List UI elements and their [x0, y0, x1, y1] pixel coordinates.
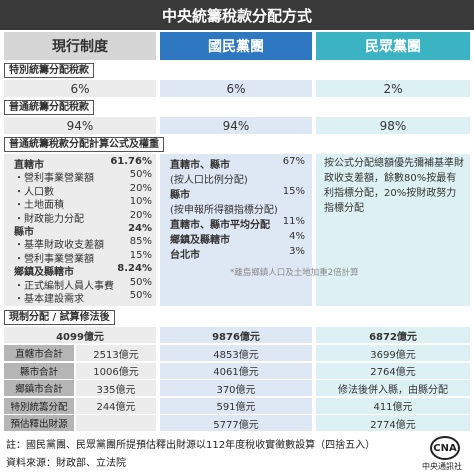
formula-item: 鄉鎮及縣轄市 [170, 235, 230, 246]
formula-weight: 50% [129, 276, 152, 288]
value-cell: 98% [316, 117, 470, 134]
formula-weight: 8.24% [117, 263, 152, 275]
formula-weight: 24% [128, 223, 152, 234]
formula-item: ・財政能力分配 [14, 213, 84, 225]
value-cell: 335億元 [76, 380, 156, 397]
formula-item: ・基準財政收支差額 [14, 240, 104, 252]
formula-item: 直轄市 [14, 160, 44, 171]
formula-weight: 50% [129, 169, 152, 181]
row-label: 預估釋出財源 [4, 415, 74, 432]
footer-note: 註：國民黨團、民眾黨團所提預估釋出財源以112年度稅收實徵數設算（四捨五入） [6, 440, 376, 451]
formula-cell [316, 154, 470, 306]
value-cell: 5777億元 [160, 415, 312, 432]
formula-cell [160, 154, 312, 306]
value-cell: 411億元 [316, 397, 470, 414]
formula-weight: 15% [282, 186, 305, 197]
formula-item: 直轄市、縣市平均分配 [170, 220, 270, 231]
formula-item: 縣市 [14, 227, 34, 238]
total-cell: 9876億元 [160, 327, 312, 343]
footer-source: 資料來源：財政部、立法院 [6, 458, 126, 469]
value-cell: 6% [4, 80, 156, 97]
column-header: 民眾黨團 [316, 32, 470, 60]
footnote: *離島鄉鎮人口及土地加重2倍計算 [230, 268, 359, 278]
value-cell: 1006億元 [76, 362, 156, 379]
formula-weight: 11% [282, 216, 305, 227]
section-label: 現制分配 / 試算修法後 [4, 310, 115, 325]
value-cell: 94% [160, 117, 312, 134]
total-cell: 4099億元 [4, 327, 156, 343]
formula-item: ・正式編制人員人事費 [14, 280, 114, 292]
title: 中央統籌稅款分配方式 [0, 0, 474, 30]
column-header: 現行制度 [4, 32, 156, 60]
value-cell: 2764億元 [316, 362, 470, 379]
section-label: 普通統籌稅款分配計算公式及權重 [4, 137, 164, 152]
value-cell: 2% [316, 80, 470, 97]
row-label: 直轄市合計 [4, 345, 74, 361]
value-cell: 370億元 [160, 380, 312, 397]
formula-item: ・人口數 [14, 186, 54, 198]
row-label: 縣市合計 [4, 362, 74, 379]
formula-weight: 20% [129, 182, 152, 194]
value-cell: 6% [160, 80, 312, 97]
formula-item: ・營利事業營業額 [14, 173, 94, 185]
formula-weight: 20% [129, 209, 152, 221]
publisher: 中央通訊社 [422, 462, 462, 471]
formula-weight: 15% [129, 249, 152, 261]
value-cell: 4853億元 [160, 345, 312, 361]
section-label: 特別統籌分配稅款 [4, 63, 94, 78]
formula-item: ・營利事業營業額 [14, 253, 94, 265]
formula-item: 台北市 [170, 250, 200, 261]
formula-text: 按公式分配總額優先彌補基準財政收支差額，餘數80%按最有利指標分配，20%按財政… [324, 158, 464, 214]
row-label: 特別統籌分配 [4, 397, 74, 414]
formula-weight: 61.76% [110, 156, 152, 167]
section-label: 普通統籌分配稅款 [4, 100, 94, 115]
formula-item: (按申報所得額指標分配) [170, 205, 278, 216]
value-cell: 3699億元 [316, 345, 470, 361]
value-cell: 591億元 [160, 397, 312, 414]
formula-item: 直轄市、縣市 [170, 160, 230, 171]
formula-weight: 3% [289, 246, 305, 257]
formula-weight: 10% [129, 196, 152, 208]
value-cell: 4061億元 [160, 362, 312, 379]
value-cell: 244億元 [76, 397, 156, 414]
formula-item: ・土地面積 [14, 200, 64, 212]
formula-weight: 4% [289, 231, 305, 242]
formula-weight: 50% [129, 290, 152, 301]
formula-weight: 67% [282, 156, 305, 167]
column-header: 國民黨團 [160, 32, 312, 60]
value-cell: 修法後併入縣，由縣分配 [316, 380, 470, 397]
formula-item: ・基本建設需求 [14, 294, 84, 305]
row-label: 鄉鎮市合計 [4, 380, 74, 397]
total-cell: 6872億元 [316, 327, 470, 343]
formula-item: (按人口比例分配) [170, 175, 248, 186]
value-cell: 2513億元 [76, 345, 156, 361]
formula-weight: 85% [129, 236, 152, 248]
formula-item: 鄉鎮及縣轄市 [14, 267, 74, 279]
formula-cell [4, 154, 156, 306]
formula-item: 縣市 [170, 190, 190, 201]
logo: CNA [430, 436, 460, 460]
value-cell: 94% [4, 117, 156, 134]
value-cell: 2774億元 [316, 415, 470, 432]
value-cell [76, 415, 156, 432]
